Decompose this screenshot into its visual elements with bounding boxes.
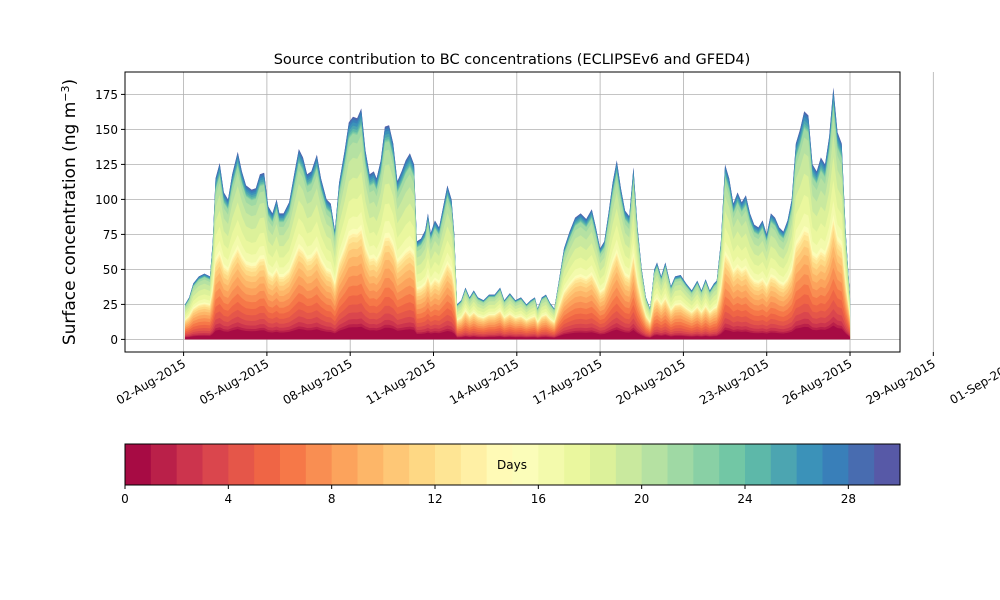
plot-frame <box>124 71 901 353</box>
y-tick-label: 100 <box>95 193 118 207</box>
y-axis-label: Surface concentration (ng m−3) <box>59 79 81 345</box>
colorbar-swatch <box>667 444 694 485</box>
y-tick-label: 125 <box>95 158 118 172</box>
colorbar-swatch <box>770 444 798 485</box>
x-tick-label: 08-Aug-2015 <box>280 356 354 407</box>
y-axis: 0 25 50 75 100 125 150 175 <box>95 88 125 347</box>
colorbar-tick-label: 4 <box>225 492 233 506</box>
colorbar-swatch <box>693 444 720 485</box>
x-tick-label: 17-Aug-2015 <box>530 356 604 407</box>
x-tick-label: 14-Aug-2015 <box>447 356 521 407</box>
colorbar-swatch <box>305 444 333 485</box>
colorbar-tick-label: 24 <box>737 492 752 506</box>
colorbar-swatch <box>538 444 565 485</box>
y-tick-label: 150 <box>95 123 118 137</box>
colorbar-swatch <box>590 444 617 485</box>
colorbar-tick-label: 20 <box>634 492 649 506</box>
plot-area: 0 25 50 75 100 125 150 175 02-Aug-2015 05-Aug-20… <box>95 71 1000 407</box>
x-tick-label: 01-Sep-2015 <box>947 356 1000 407</box>
colorbar-swatch <box>874 444 901 485</box>
colorbar-swatch <box>719 444 746 485</box>
y-tick-label: 50 <box>103 263 118 277</box>
y-tick-label: 25 <box>103 298 118 312</box>
colorbar-frame <box>124 443 901 486</box>
stacked-area-layer <box>184 87 851 340</box>
y-axis-label-close: ) <box>60 79 80 86</box>
colorbar-swatch <box>150 444 178 485</box>
x-axis: 02-Aug-2015 05-Aug-2015 08-Aug-2015 11-Aug-… <box>114 352 1000 407</box>
y-axis-label-exponent: −3 <box>59 85 72 101</box>
colorbar-swatch <box>435 444 462 485</box>
colorbar-swatch <box>280 444 307 485</box>
colorbar: Days 0 4 8 12 16 20 24 28 <box>121 443 901 506</box>
x-tick-label: 02-Aug-2015 <box>114 356 188 407</box>
colorbar-swatch <box>383 444 410 485</box>
colorbar-swatch <box>486 444 514 485</box>
colorbar-swatch <box>822 444 849 485</box>
x-tick-label: 11-Aug-2015 <box>364 356 438 407</box>
colorbar-swatch <box>460 444 488 485</box>
colorbar-swatch <box>745 444 772 485</box>
colorbar-swatch <box>409 444 436 485</box>
chart-title: Source contribution to BC concentrations… <box>274 52 751 68</box>
colorbar-swatch <box>176 444 204 485</box>
colorbar-swatch <box>796 444 824 485</box>
colorbar-tick-label: 8 <box>328 492 336 506</box>
colorbar-swatch <box>564 444 591 485</box>
colorbar-label: Days <box>497 458 527 472</box>
x-tick-label: 29-Aug-2015 <box>864 356 938 407</box>
colorbar-tick-label: 28 <box>841 492 856 506</box>
x-tick-label: 05-Aug-2015 <box>197 356 271 407</box>
colorbar-swatch <box>615 444 643 485</box>
colorbar-swatches <box>125 444 901 485</box>
colorbar-swatch <box>202 444 229 485</box>
y-tick-label: 175 <box>95 88 118 102</box>
x-tick-label: 20-Aug-2015 <box>614 356 688 407</box>
colorbar-swatch <box>331 444 359 485</box>
colorbar-ticks: 0 4 8 12 16 20 24 28 <box>121 485 856 506</box>
y-tick-label: 75 <box>103 228 118 242</box>
y-tick-label: 0 <box>110 333 118 347</box>
colorbar-swatch <box>228 444 255 485</box>
y-axis-label-main: Surface concentration (ng m <box>60 102 80 345</box>
colorbar-swatch <box>512 444 539 485</box>
x-tick-label: 26-Aug-2015 <box>780 356 854 407</box>
colorbar-swatch <box>357 444 384 485</box>
colorbar-tick-label: 0 <box>121 492 129 506</box>
colorbar-swatch <box>641 444 669 485</box>
x-tick-label: 23-Aug-2015 <box>697 356 771 407</box>
colorbar-swatch <box>848 444 875 485</box>
colorbar-swatch <box>254 444 281 485</box>
colorbar-swatch <box>125 444 152 485</box>
area-band-day-0 <box>184 325 851 340</box>
colorbar-tick-label: 16 <box>531 492 546 506</box>
colorbar-tick-label: 12 <box>427 492 442 506</box>
